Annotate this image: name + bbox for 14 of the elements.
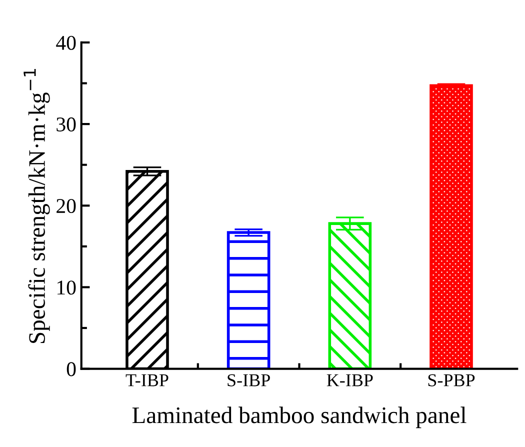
bar <box>226 231 270 369</box>
y-tick-label: 0 <box>66 362 76 376</box>
x-tick-label: T-IBP <box>126 374 168 386</box>
bar <box>328 222 372 369</box>
x-axis-title: Laminated bamboo sandwich panel <box>132 406 466 428</box>
y-axis-title: Specific strength/kN·m·kg$^{−1}$ <box>24 69 50 343</box>
x-tick-label: S-PBP <box>428 374 475 386</box>
bar <box>430 84 473 369</box>
x-tick-label: K-IBP <box>326 374 373 386</box>
y-tick-label: 30 <box>56 117 76 132</box>
y-tick-label: 10 <box>58 280 76 295</box>
y-tick-label: 20 <box>56 198 76 214</box>
x-tick-label: S-IBP <box>228 374 270 386</box>
y-tick-label: 40 <box>56 36 76 50</box>
